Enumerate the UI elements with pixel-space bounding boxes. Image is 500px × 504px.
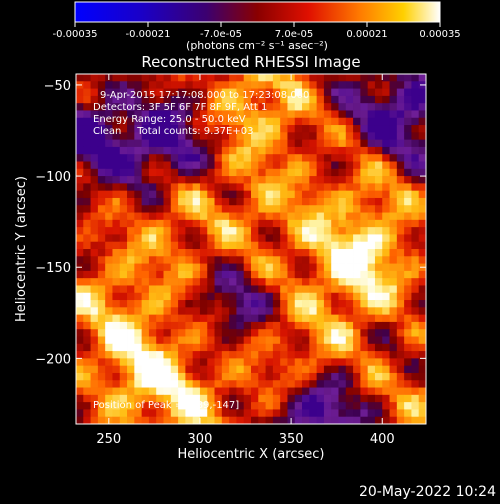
colorbar-tick-label: -7.0e-05 (200, 29, 242, 40)
x-tick-label: 350 (279, 432, 304, 447)
y-tick-label: −200 (35, 352, 71, 367)
colorbar: -0.00035 -0.00021 -7.0e-05 7.0e-05 0.00021 0.… (53, 1, 461, 52)
annotation-detectors: Detectors: 3F 5F 6F 7F 8F 9F, Att 1 (93, 102, 267, 113)
colorbar-units-label: (photons cm⁻² s⁻¹ asec⁻²) (186, 39, 328, 52)
y-tick-label: −50 (44, 79, 71, 94)
y-tick-label: −100 (35, 170, 71, 185)
annotation-time-range: 9-Apr-2015 17:17:08.000 to 17:23:08.000 (100, 90, 309, 101)
colorbar-ticks: -0.00035 -0.00021 -7.0e-05 7.0e-05 0.00021 0.… (53, 22, 461, 40)
colorbar-tick-label: -0.00021 (126, 29, 171, 40)
heatmap-plot: 250 300 350 400 −50 −100 −150 −200 9-Apr-2015 1… (35, 73, 427, 447)
x-tick-label: 300 (188, 432, 213, 447)
render-timestamp: 20-May-2022 10:24 (359, 484, 496, 500)
colorbar-gradient (74, 1, 441, 23)
colorbar-tick-label: 7.0e-05 (275, 29, 313, 40)
y-axis-label: Heliocentric Y (arcsec) (14, 176, 29, 322)
x-axis-label: Heliocentric X (arcsec) (178, 447, 325, 462)
annotation-peak-position: Position of Peak = [389,-147] (93, 400, 239, 411)
colorbar-tick-label: 0.00021 (346, 29, 387, 40)
y-tick-label: −150 (35, 261, 71, 276)
annotation-clean-counts: Clean Total counts: 9.37E+03 (93, 126, 253, 137)
colorbar-tick-label: -0.00035 (53, 29, 98, 40)
x-tick-label: 250 (96, 432, 121, 447)
annotation-energy-range: Energy Range: 25.0 - 50.0 keV (93, 114, 246, 125)
x-tick-label: 400 (370, 432, 395, 447)
colorbar-tick-label: 0.00035 (419, 29, 460, 40)
axis-ticks: 250 300 350 400 −50 −100 −150 −200 (35, 74, 426, 447)
chart-title: Reconstructed RHESSI Image (141, 53, 360, 71)
plot-frame (75, 73, 427, 425)
